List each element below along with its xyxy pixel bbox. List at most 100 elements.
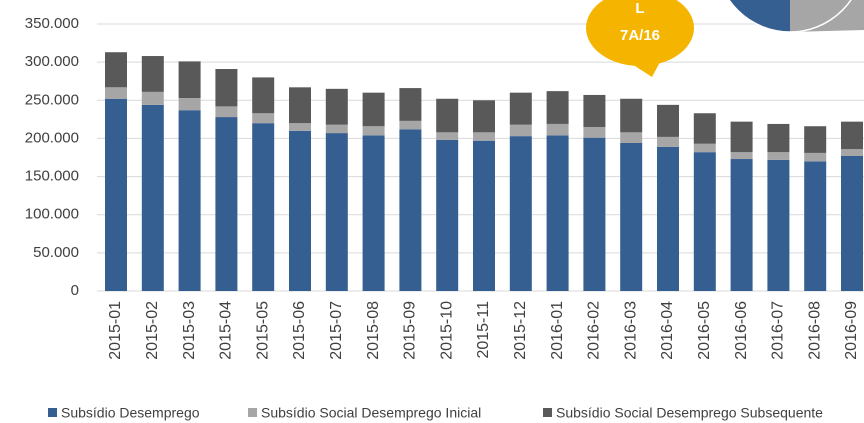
bar-segment xyxy=(767,152,790,160)
legend-swatch xyxy=(248,408,257,417)
x-tick-label: 2016-08 xyxy=(806,301,823,360)
bar-segment xyxy=(546,135,569,291)
x-tick-label: 2015-03 xyxy=(181,301,198,360)
bar-segment xyxy=(436,132,459,140)
bar-segment xyxy=(657,146,679,291)
bar-segment xyxy=(252,77,275,114)
bar-segment xyxy=(804,152,827,162)
bar-segment xyxy=(178,61,201,98)
callout: L 7A/16 xyxy=(586,0,694,77)
bar-segment xyxy=(509,124,532,137)
bar-segment xyxy=(215,106,238,118)
x-tick-label: 2016-09 xyxy=(843,301,860,360)
bar-segment xyxy=(215,69,238,107)
bar-segment xyxy=(841,155,863,291)
y-tick-label: 300.000 xyxy=(25,53,79,70)
bar-segment xyxy=(583,94,606,127)
bar-segment xyxy=(362,92,385,127)
bar-segment xyxy=(509,92,532,125)
bar-segment xyxy=(473,140,495,291)
callout-text: 7A/16 xyxy=(620,27,660,44)
bar-segment xyxy=(804,126,827,153)
bar-segment xyxy=(473,100,495,133)
bar-segment xyxy=(546,91,569,124)
callout-text: L xyxy=(635,0,644,17)
bar-segment xyxy=(693,143,716,153)
x-tick-label: 2015-08 xyxy=(365,301,382,360)
bar-segment xyxy=(141,91,164,105)
bar-segment xyxy=(399,120,422,130)
bar-segment xyxy=(105,87,127,99)
bar-segment xyxy=(141,104,164,291)
bar-segment xyxy=(693,113,716,144)
y-tick-label: 200.000 xyxy=(25,129,79,146)
bar-segment xyxy=(105,98,127,291)
bar-segment xyxy=(399,129,422,291)
x-tick-label: 2016-06 xyxy=(733,301,750,360)
bar-segment xyxy=(583,126,606,138)
legend-label: Subsídio Desemprego xyxy=(61,405,200,421)
legend-swatch xyxy=(48,408,57,417)
x-tick-label: 2016-01 xyxy=(549,301,566,360)
x-tick-label: 2016-07 xyxy=(770,301,787,360)
bar-segment xyxy=(804,161,827,291)
bar-segment xyxy=(693,152,716,291)
bar-segment xyxy=(399,88,422,121)
bar-segment xyxy=(362,135,385,291)
x-tick-label: 2016-05 xyxy=(696,301,713,360)
bar-segment xyxy=(767,159,790,291)
x-tick-label: 2015-02 xyxy=(144,301,161,360)
bar-segment xyxy=(620,98,643,133)
legend-label: Subsídio Social Desemprego Inicial xyxy=(261,405,481,421)
x-tick-label: 2016-03 xyxy=(622,301,639,360)
x-tick-label: 2015-07 xyxy=(328,301,345,360)
bar-segment xyxy=(436,98,459,133)
bar-segment xyxy=(546,123,569,136)
bar-segment xyxy=(436,139,459,291)
bar-segment xyxy=(583,137,606,291)
bar-segment xyxy=(620,143,643,291)
bar-segment xyxy=(841,121,863,150)
bar-segment xyxy=(473,132,495,141)
x-tick-label: 2015-06 xyxy=(291,301,308,360)
bar-segment xyxy=(141,56,164,92)
pie-outline xyxy=(728,0,852,33)
legend-swatch xyxy=(543,408,552,417)
y-tick-label: 50.000 xyxy=(33,244,79,261)
bar-segment xyxy=(841,149,863,156)
bar-segment xyxy=(730,121,753,153)
bar-segment xyxy=(252,123,275,292)
bar-segment xyxy=(215,117,238,291)
x-tick-label: 2015-11 xyxy=(475,301,492,359)
bar-segment xyxy=(730,152,753,160)
bar-segment xyxy=(252,113,275,124)
x-tick-label: 2016-02 xyxy=(586,301,603,360)
bar-segment xyxy=(289,87,311,124)
bar-segment xyxy=(730,159,753,291)
bar-segment xyxy=(767,123,790,153)
bar-segment xyxy=(657,104,679,137)
x-tick-label: 2016-04 xyxy=(659,301,676,360)
bar-segment xyxy=(657,136,679,147)
y-tick-label: 250.000 xyxy=(25,91,79,108)
pie-fragment xyxy=(728,0,864,33)
x-tick-label: 2015-04 xyxy=(218,301,235,360)
y-tick-label: 0 xyxy=(71,282,79,299)
x-tick-label: 2015-10 xyxy=(438,301,455,360)
bar-segment xyxy=(325,133,348,291)
x-tick-label: 2015-09 xyxy=(402,301,419,360)
bar-segment xyxy=(178,110,201,292)
y-tick-label: 350.000 xyxy=(25,15,79,32)
x-tick-label: 2015-05 xyxy=(254,301,271,360)
bar-segment xyxy=(105,52,127,88)
bar-segment xyxy=(289,123,311,131)
y-tick-label: 100.000 xyxy=(25,206,79,223)
bar-segment xyxy=(178,97,201,111)
x-tick-label: 2015-01 xyxy=(107,301,124,360)
bar-segment xyxy=(620,132,643,144)
bar-segment xyxy=(362,126,385,136)
bar-segment xyxy=(325,88,348,125)
bar-segment xyxy=(325,124,348,134)
legend-label: Subsídio Social Desemprego Subsequente xyxy=(556,405,823,421)
